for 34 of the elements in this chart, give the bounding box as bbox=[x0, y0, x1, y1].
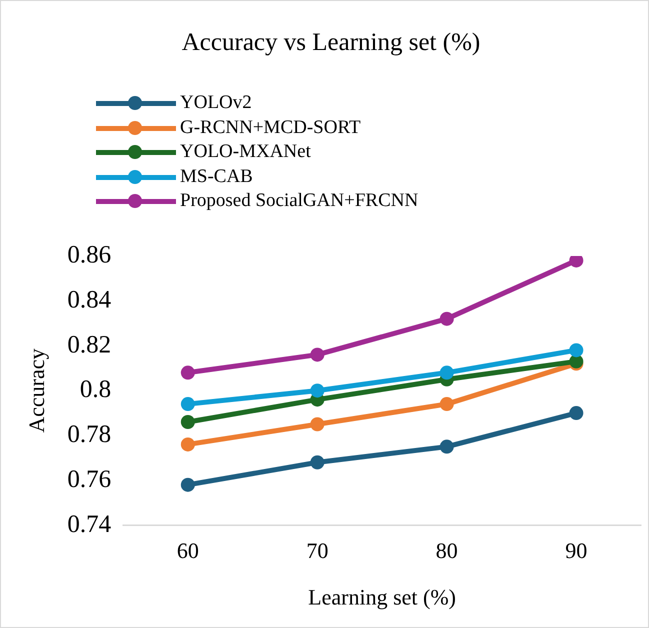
point bbox=[440, 440, 454, 454]
point bbox=[310, 417, 324, 432]
x-tick-label: 90 bbox=[565, 538, 588, 564]
y-tick-label: 0.84 bbox=[67, 286, 112, 314]
legend-label: YOLO-MXANet bbox=[180, 141, 311, 164]
point bbox=[180, 437, 195, 452]
chart-title: Accuracy vs Learning set (%) bbox=[180, 29, 482, 57]
point bbox=[440, 397, 454, 412]
point bbox=[310, 348, 324, 362]
point bbox=[310, 384, 324, 398]
y-tick-label: 0.76 bbox=[67, 466, 112, 493]
y-tick-label: 0.82 bbox=[67, 331, 112, 358]
y-axis-title: Accuracy bbox=[24, 348, 49, 433]
point bbox=[180, 478, 195, 492]
point bbox=[180, 366, 195, 380]
x-tick-label: 80 bbox=[436, 538, 458, 564]
point bbox=[569, 406, 584, 420]
y-tick-label: 0.8 bbox=[80, 376, 112, 404]
point bbox=[180, 397, 195, 412]
point bbox=[569, 343, 584, 358]
point bbox=[440, 312, 454, 326]
legend-label: MS-CAB bbox=[180, 166, 253, 188]
y-tick-label: 0.78 bbox=[67, 421, 112, 448]
y-tick-label: 0.86 bbox=[67, 242, 112, 269]
point bbox=[180, 415, 195, 430]
y-tick-label: 0.74 bbox=[67, 510, 112, 538]
point bbox=[440, 366, 454, 380]
legend-label: Proposed SocialGAN+FRCNN bbox=[180, 190, 418, 212]
x-axis-title: Learning set (%) bbox=[308, 584, 456, 610]
x-tick-label: 60 bbox=[176, 538, 199, 564]
x-tick-label: 70 bbox=[306, 538, 328, 564]
point bbox=[310, 455, 324, 470]
legend-label: YOLOv2 bbox=[180, 92, 252, 114]
legend-label: G-RCNN+MCD-SORT bbox=[180, 116, 361, 139]
